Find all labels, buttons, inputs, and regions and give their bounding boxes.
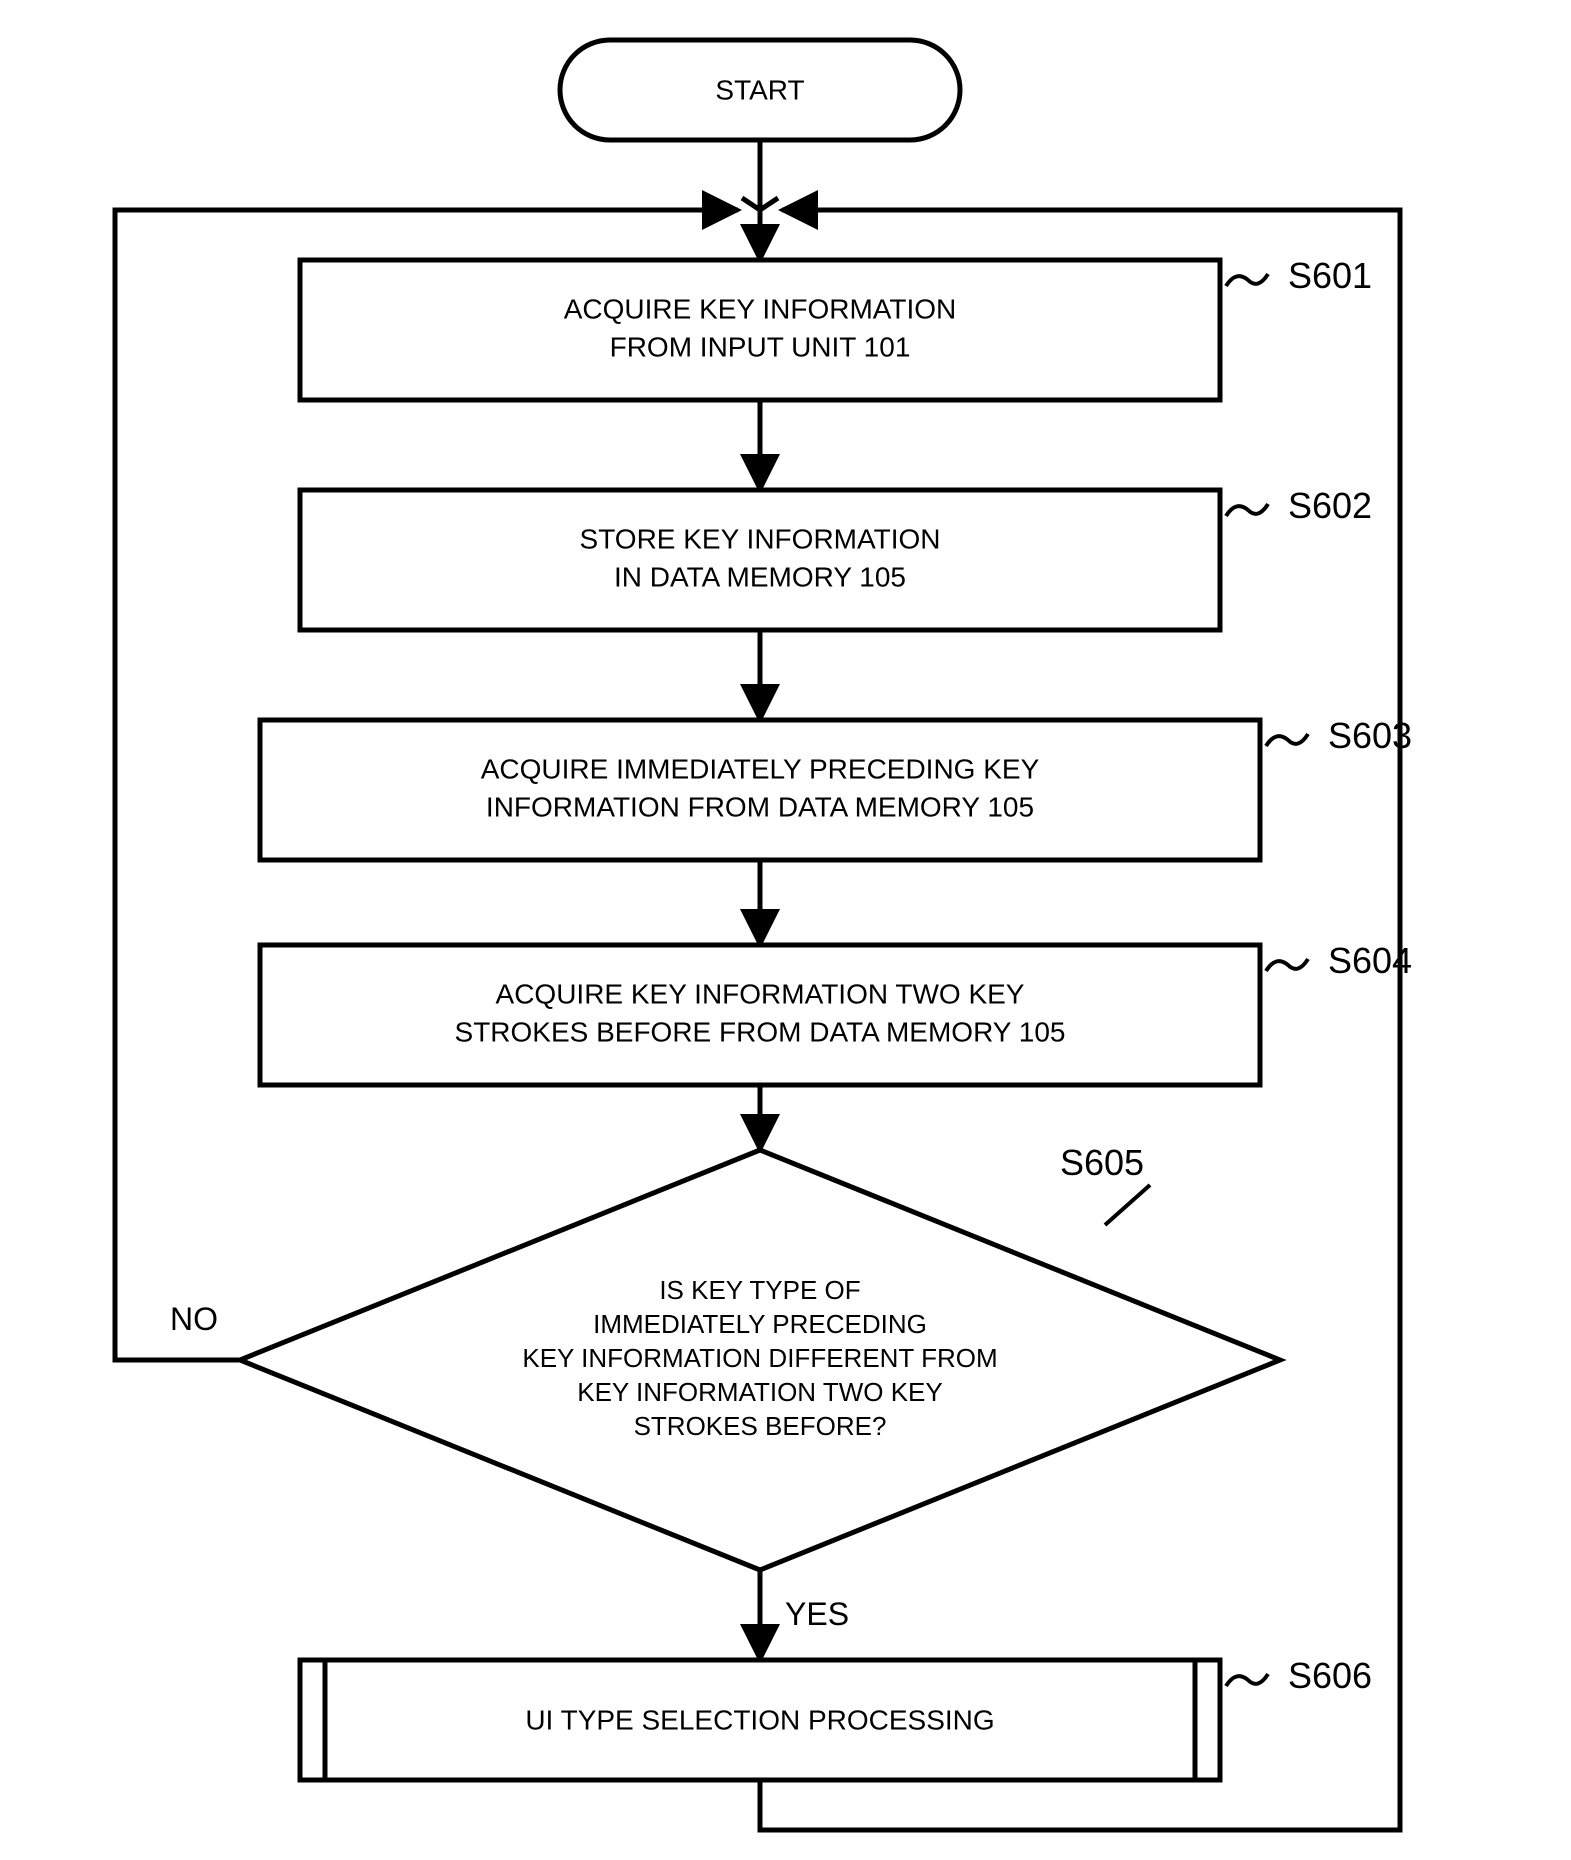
svg-text:S602: S602 xyxy=(1288,485,1372,526)
svg-text:STROKES BEFORE FROM DATA MEMOR: STROKES BEFORE FROM DATA MEMORY 105 xyxy=(455,1016,1066,1047)
svg-text:UI TYPE SELECTION PROCESSING: UI TYPE SELECTION PROCESSING xyxy=(525,1704,994,1735)
svg-text:IMMEDIATELY PRECEDING: IMMEDIATELY PRECEDING xyxy=(593,1309,927,1339)
svg-text:FROM INPUT UNIT 101: FROM INPUT UNIT 101 xyxy=(610,331,911,362)
svg-text:IS KEY TYPE OF: IS KEY TYPE OF xyxy=(659,1275,860,1305)
svg-text:S601: S601 xyxy=(1288,255,1372,296)
svg-text:ACQUIRE IMMEDIATELY PRECEDING: ACQUIRE IMMEDIATELY PRECEDING KEY xyxy=(481,753,1040,784)
svg-text:KEY INFORMATION TWO KEY: KEY INFORMATION TWO KEY xyxy=(577,1377,943,1407)
svg-text:STORE KEY INFORMATION: STORE KEY INFORMATION xyxy=(580,523,941,554)
svg-text:KEY INFORMATION DIFFERENT FROM: KEY INFORMATION DIFFERENT FROM xyxy=(522,1343,997,1373)
svg-text:INFORMATION FROM DATA MEMORY 1: INFORMATION FROM DATA MEMORY 105 xyxy=(486,791,1034,822)
svg-text:ACQUIRE KEY INFORMATION: ACQUIRE KEY INFORMATION xyxy=(564,293,957,324)
flowchart-diagram: START ACQUIRE KEY INFORMATION FROM INPUT U… xyxy=(0,0,1571,1860)
svg-text:S606: S606 xyxy=(1288,1655,1372,1696)
svg-text:START: START xyxy=(715,74,804,105)
svg-text:NO: NO xyxy=(170,1301,218,1337)
svg-text:YES: YES xyxy=(785,1596,849,1632)
svg-text:ACQUIRE KEY INFORMATION TWO KE: ACQUIRE KEY INFORMATION TWO KEY xyxy=(496,978,1025,1009)
svg-text:IN DATA MEMORY 105: IN DATA MEMORY 105 xyxy=(614,561,906,592)
svg-text:STROKES BEFORE?: STROKES BEFORE? xyxy=(634,1411,887,1441)
svg-text:S605: S605 xyxy=(1060,1142,1144,1183)
